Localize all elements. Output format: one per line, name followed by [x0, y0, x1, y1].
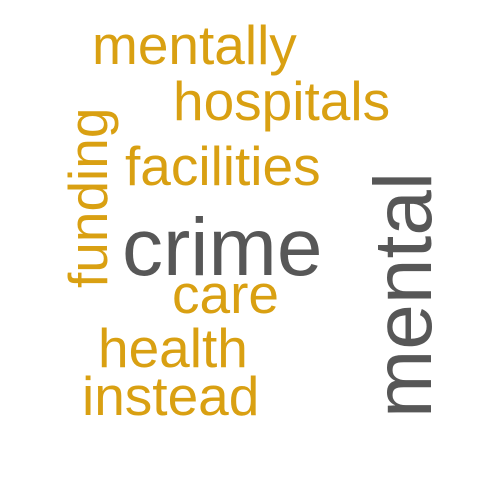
word-funding: funding: [57, 108, 119, 288]
word-health: health: [98, 317, 248, 379]
word-care: care: [172, 263, 279, 325]
word-mentally: mentally: [92, 14, 297, 76]
word-mental: mental: [358, 172, 449, 418]
word-facilities: facilities: [125, 135, 321, 197]
word-crime: crime: [122, 202, 322, 293]
word-instead: instead: [82, 365, 259, 427]
word-hospitals: hospitals: [173, 70, 390, 132]
